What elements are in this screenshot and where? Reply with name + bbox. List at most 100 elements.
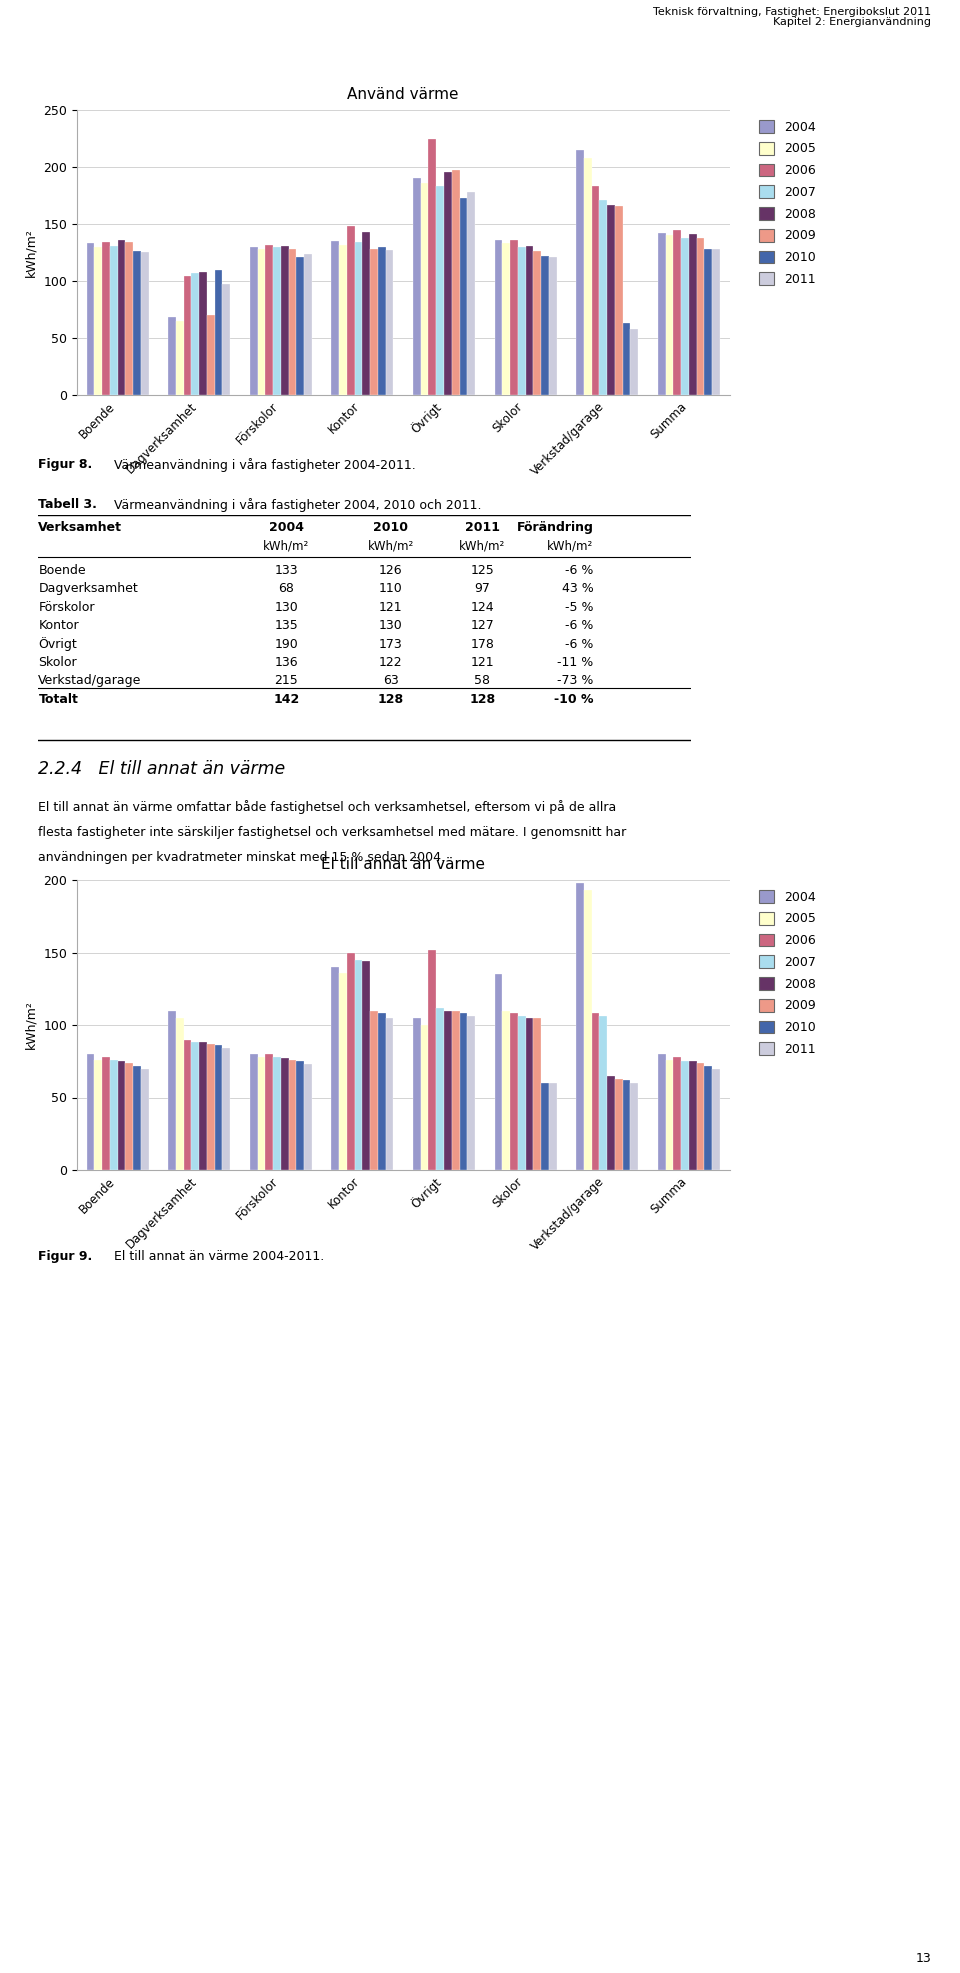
Bar — [681, 1061, 688, 1170]
Bar — [436, 1008, 444, 1170]
Text: 135: 135 — [275, 620, 299, 631]
Bar — [517, 247, 525, 395]
Bar — [534, 251, 541, 395]
Text: Förändring: Förändring — [516, 521, 593, 535]
Bar — [526, 247, 534, 395]
Text: 121: 121 — [470, 655, 494, 669]
Text: -11 %: -11 % — [557, 655, 593, 669]
Bar — [665, 1060, 673, 1170]
Bar — [420, 183, 428, 395]
Bar — [658, 233, 665, 395]
Text: Värmeanvändning i våra fastigheter 2004, 2010 och 2011.: Värmeanvändning i våra fastigheter 2004,… — [110, 497, 482, 511]
Text: kWh/m²: kWh/m² — [459, 541, 505, 552]
Bar — [331, 967, 339, 1170]
Text: 2010: 2010 — [373, 521, 408, 535]
Bar — [615, 205, 623, 395]
Bar — [168, 318, 176, 395]
Bar — [468, 191, 475, 395]
Bar — [378, 247, 386, 395]
Text: 190: 190 — [275, 637, 299, 651]
Bar — [347, 227, 354, 395]
Text: 2.2.4   El till annat än värme: 2.2.4 El till annat än värme — [38, 760, 286, 777]
Bar — [304, 1063, 312, 1170]
Bar — [378, 1014, 386, 1170]
Bar — [362, 233, 371, 395]
Bar — [705, 249, 712, 395]
Bar — [460, 1014, 468, 1170]
Text: Boende: Boende — [38, 564, 86, 576]
Bar — [133, 251, 141, 395]
Bar — [331, 241, 339, 395]
Bar — [526, 1018, 534, 1170]
Bar — [452, 1010, 460, 1170]
Text: -5 %: -5 % — [564, 600, 593, 614]
Bar — [468, 1016, 475, 1170]
Bar — [517, 1016, 525, 1170]
Text: 215: 215 — [275, 675, 299, 687]
Bar — [362, 961, 371, 1170]
Bar — [347, 953, 354, 1170]
Text: 126: 126 — [379, 564, 403, 576]
Text: 173: 173 — [379, 637, 403, 651]
Text: 13: 13 — [916, 1951, 931, 1965]
Bar — [141, 253, 149, 395]
Bar — [576, 150, 584, 395]
Bar — [176, 1018, 183, 1170]
Bar — [705, 1065, 712, 1170]
Bar — [126, 1063, 133, 1170]
Bar — [428, 138, 436, 395]
Bar — [126, 243, 133, 395]
Text: 122: 122 — [379, 655, 403, 669]
Text: Kontor: Kontor — [38, 620, 79, 631]
Bar — [354, 959, 363, 1170]
Text: -73 %: -73 % — [557, 675, 593, 687]
Text: 2004: 2004 — [269, 521, 304, 535]
Text: 63: 63 — [383, 675, 398, 687]
Bar — [444, 172, 452, 395]
Bar — [712, 249, 720, 395]
Bar — [697, 237, 705, 395]
Text: 127: 127 — [470, 620, 494, 631]
Bar — [183, 276, 191, 395]
Text: Dagverksamhet: Dagverksamhet — [38, 582, 138, 596]
Text: 97: 97 — [474, 582, 491, 596]
Bar — [265, 1054, 273, 1170]
Bar — [673, 1058, 681, 1170]
Bar — [215, 270, 223, 395]
Bar — [599, 1016, 607, 1170]
Bar — [549, 1083, 557, 1170]
Bar — [297, 1061, 304, 1170]
Text: 2011: 2011 — [465, 521, 500, 535]
Bar — [436, 185, 444, 395]
Text: -10 %: -10 % — [554, 693, 593, 706]
Bar — [304, 255, 312, 395]
Text: Verksamhet: Verksamhet — [38, 521, 123, 535]
Bar — [584, 158, 591, 395]
Legend: 2004, 2005, 2006, 2007, 2008, 2009, 2010, 2011: 2004, 2005, 2006, 2007, 2008, 2009, 2010… — [756, 886, 820, 1060]
Bar — [386, 1018, 394, 1170]
Bar — [494, 241, 502, 395]
Bar — [591, 1014, 599, 1170]
Bar — [200, 272, 207, 395]
Title: El till annat än värme: El till annat än värme — [322, 856, 485, 872]
Text: Totalt: Totalt — [38, 693, 79, 706]
Text: 142: 142 — [274, 693, 300, 706]
Bar — [623, 324, 631, 395]
Text: -6 %: -6 % — [564, 564, 593, 576]
Bar — [273, 1058, 280, 1170]
Text: Skolor: Skolor — [38, 655, 77, 669]
Text: 178: 178 — [470, 637, 494, 651]
Bar — [280, 247, 289, 395]
Text: Figur 9.: Figur 9. — [38, 1251, 93, 1263]
Bar — [289, 1060, 297, 1170]
Bar — [133, 1065, 141, 1170]
Text: 133: 133 — [275, 564, 299, 576]
Bar — [623, 1079, 631, 1170]
Text: 128: 128 — [469, 693, 495, 706]
Bar — [109, 247, 117, 395]
Bar — [689, 235, 697, 395]
Text: -6 %: -6 % — [564, 620, 593, 631]
Bar — [191, 272, 200, 395]
Text: kWh/m²: kWh/m² — [263, 541, 309, 552]
Bar — [250, 1054, 257, 1170]
